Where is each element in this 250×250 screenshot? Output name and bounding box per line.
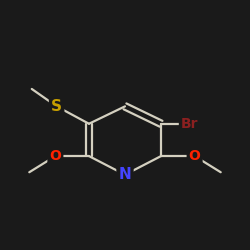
Text: O: O [189,149,200,163]
Text: N: N [119,167,132,182]
Text: S: S [51,99,62,114]
Text: Br: Br [181,117,198,131]
Text: O: O [50,149,61,163]
